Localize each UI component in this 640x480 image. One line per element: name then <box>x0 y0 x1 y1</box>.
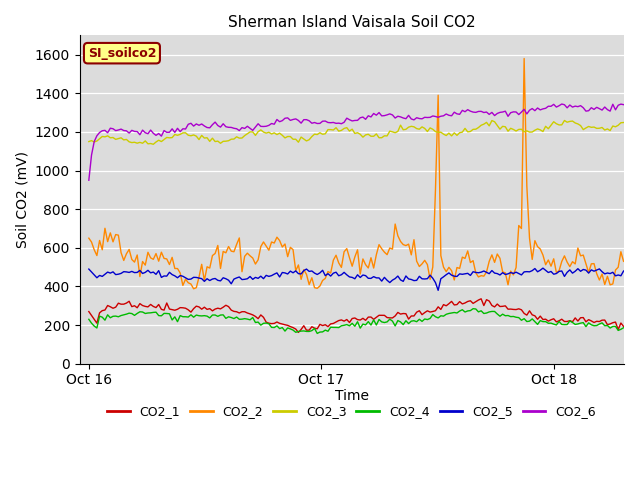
Y-axis label: Soil CO2 (mV): Soil CO2 (mV) <box>15 151 29 248</box>
X-axis label: Time: Time <box>335 389 369 403</box>
Text: SI_soilco2: SI_soilco2 <box>88 47 156 60</box>
Title: Sherman Island Vaisala Soil CO2: Sherman Island Vaisala Soil CO2 <box>228 15 476 30</box>
Legend: CO2_1, CO2_2, CO2_3, CO2_4, CO2_5, CO2_6: CO2_1, CO2_2, CO2_3, CO2_4, CO2_5, CO2_6 <box>102 400 601 423</box>
